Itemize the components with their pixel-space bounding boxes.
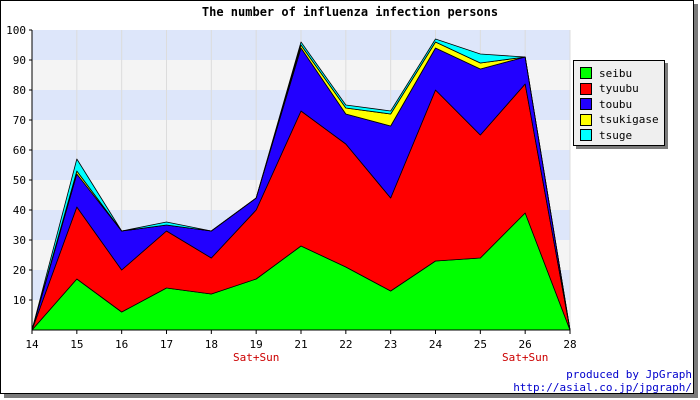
legend-label: toubu [599,97,633,111]
credit-url[interactable]: http://asial.co.jp/jpgraph/ [513,381,692,394]
x-annotation-label: Sat+Sun [233,351,279,364]
legend-item-toubu: toubu [580,97,632,111]
x-tick-label: 24 [429,338,443,351]
credit-produced-by: produced by JpGraph [566,368,692,381]
legend-label: tsukigase [599,113,659,126]
legend-swatch [580,98,592,110]
x-tick-label: 14 [25,338,39,351]
y-tick-label: 20 [13,264,26,277]
y-tick-label: 100 [6,24,26,37]
y-tick-label: 70 [13,114,26,127]
legend-swatch [580,67,592,79]
x-tick-label: 26 [519,338,532,351]
y-tick-label: 50 [13,174,26,187]
legend: seibu tyuubu toubu tsukigase tsuge [573,60,665,146]
x-tick-label: 22 [339,338,352,351]
legend-label: tsuge [599,128,633,142]
legend-swatch [580,82,592,95]
x-tick-label: 19 [250,338,263,351]
legend-swatch [580,129,592,141]
y-tick-label: 80 [13,84,26,97]
x-tick-label: 18 [205,338,218,351]
x-tick-label: 16 [115,338,128,351]
x-tick-label: 25 [474,338,487,351]
legend-item-tsuge: tsuge [580,128,632,142]
y-tick-label: 40 [13,204,26,217]
y-tick-label: 10 [13,294,26,307]
x-tick-label: 21 [294,338,307,351]
y-tick-label: 60 [13,144,26,157]
legend-label: seibu [599,66,633,80]
y-tick-label: 90 [13,54,26,67]
legend-swatch [580,113,592,126]
x-tick-label: 15 [70,338,83,351]
legend-item-tsukigase: tsukigase [580,113,659,127]
x-annotation-label: Sat+Sun [502,351,548,364]
x-tick-label: 28 [563,338,576,351]
legend-item-tyuubu: tyuubu [580,82,639,96]
x-tick-label: 17 [160,338,173,351]
x-tick-label: 23 [384,338,397,351]
chart-title: The number of influenza infection person… [201,5,499,19]
legend-item-seibu: seibu [580,66,632,80]
y-tick-label: 30 [13,234,26,247]
legend-label: tyuubu [599,82,639,95]
